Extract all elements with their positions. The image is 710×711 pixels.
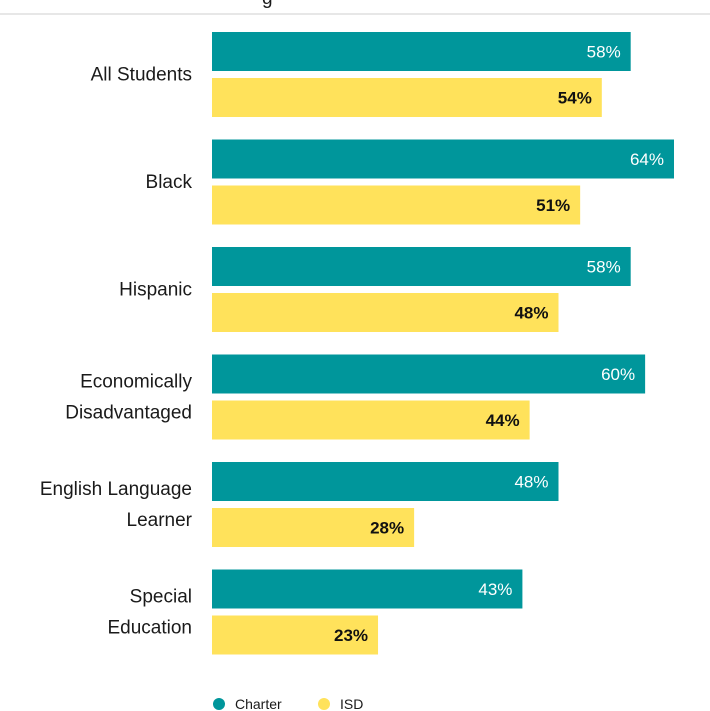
category-label: Economically Disadvantaged bbox=[65, 372, 192, 424]
bars-group: 58% 54% 64% 51% 58% 48% 60% 44% 48% 28% 43% 23% bbox=[212, 32, 674, 655]
bar-charter bbox=[212, 354, 646, 394]
data-label-isd: 51% bbox=[536, 196, 570, 215]
bar-isd bbox=[212, 508, 415, 547]
data-label-charter: 64% bbox=[630, 150, 664, 169]
category-labels-group: All Students Black Hispanic Economically Dis… bbox=[40, 65, 193, 639]
data-label-isd: 23% bbox=[334, 626, 368, 645]
bar-charter bbox=[212, 247, 631, 286]
data-label-isd: 48% bbox=[514, 304, 548, 323]
category-label: Hispanic bbox=[119, 280, 192, 301]
bar-isd bbox=[212, 185, 581, 225]
data-label-isd: 44% bbox=[486, 411, 520, 430]
bar-charter bbox=[212, 569, 523, 609]
bar-charter bbox=[212, 462, 559, 501]
legend-label-isd: ISD bbox=[340, 696, 363, 711]
bar-charter bbox=[212, 32, 631, 71]
category-label: All Students bbox=[91, 65, 192, 86]
data-label-charter: 58% bbox=[587, 43, 621, 62]
legend: Charter ISD bbox=[213, 696, 363, 711]
legend-marker-isd bbox=[318, 698, 330, 710]
bar-isd bbox=[212, 78, 602, 117]
bar-charter bbox=[212, 139, 674, 179]
category-label: Black bbox=[146, 172, 193, 193]
category-label: English Language Learner bbox=[40, 479, 193, 531]
data-label-charter: 48% bbox=[514, 473, 548, 492]
bar-isd bbox=[212, 293, 559, 332]
legend-label-charter: Charter bbox=[235, 696, 282, 711]
bar-isd bbox=[212, 400, 530, 440]
category-label: Special Education bbox=[107, 587, 192, 639]
data-label-charter: 60% bbox=[601, 365, 635, 384]
chart-title-fragment: g bbox=[262, 0, 273, 9]
bar-isd bbox=[212, 615, 379, 655]
data-label-isd: 28% bbox=[370, 519, 404, 538]
data-label-charter: 43% bbox=[478, 580, 512, 599]
data-label-charter: 58% bbox=[587, 258, 621, 277]
data-label-isd: 54% bbox=[558, 89, 592, 108]
legend-marker-charter bbox=[213, 698, 225, 710]
